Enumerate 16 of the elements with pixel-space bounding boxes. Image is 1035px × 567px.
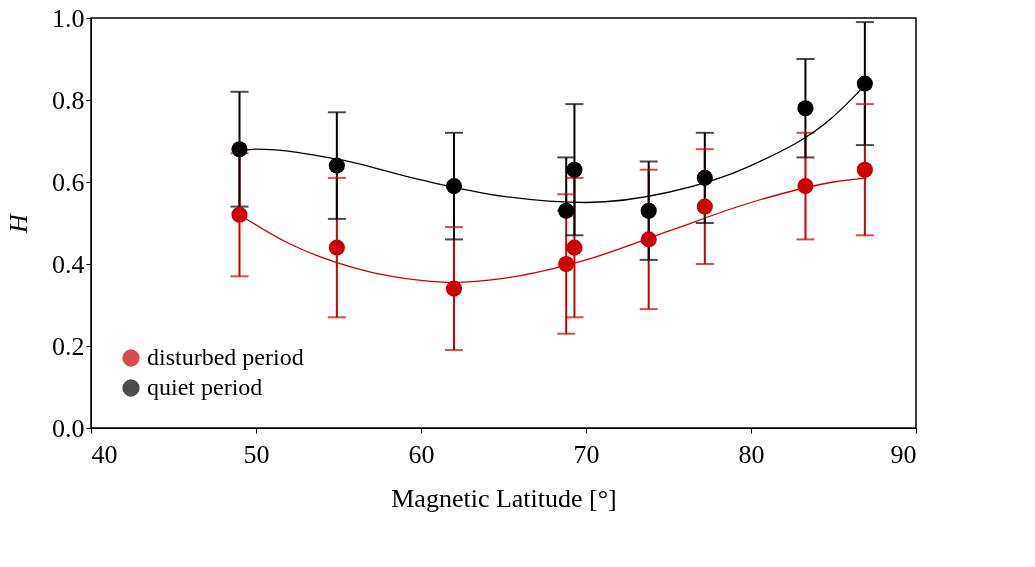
x-axis-title: Magnetic Latitude [°] [391,483,617,513]
legend-label: disturbed period [147,344,304,370]
y-tick-label: 0.6 [52,167,85,197]
y-tick-label: 0.0 [52,413,85,443]
y-tick-label: 0.8 [52,85,85,115]
x-tick-label: 90 [890,439,917,469]
x-tick-label: 40 [91,439,118,469]
x-tick-label: 70 [573,439,600,469]
y-tick-label: 0.4 [52,249,85,279]
y-tick-label: 0.2 [52,331,85,361]
x-tick-label: 80 [738,439,765,469]
y-tick-label: 1.0 [52,3,85,33]
y-axis-title: H [4,212,33,234]
x-tick-label: 60 [408,439,435,469]
x-tick-label: 50 [243,439,270,469]
legend-label: quiet period [147,374,263,400]
